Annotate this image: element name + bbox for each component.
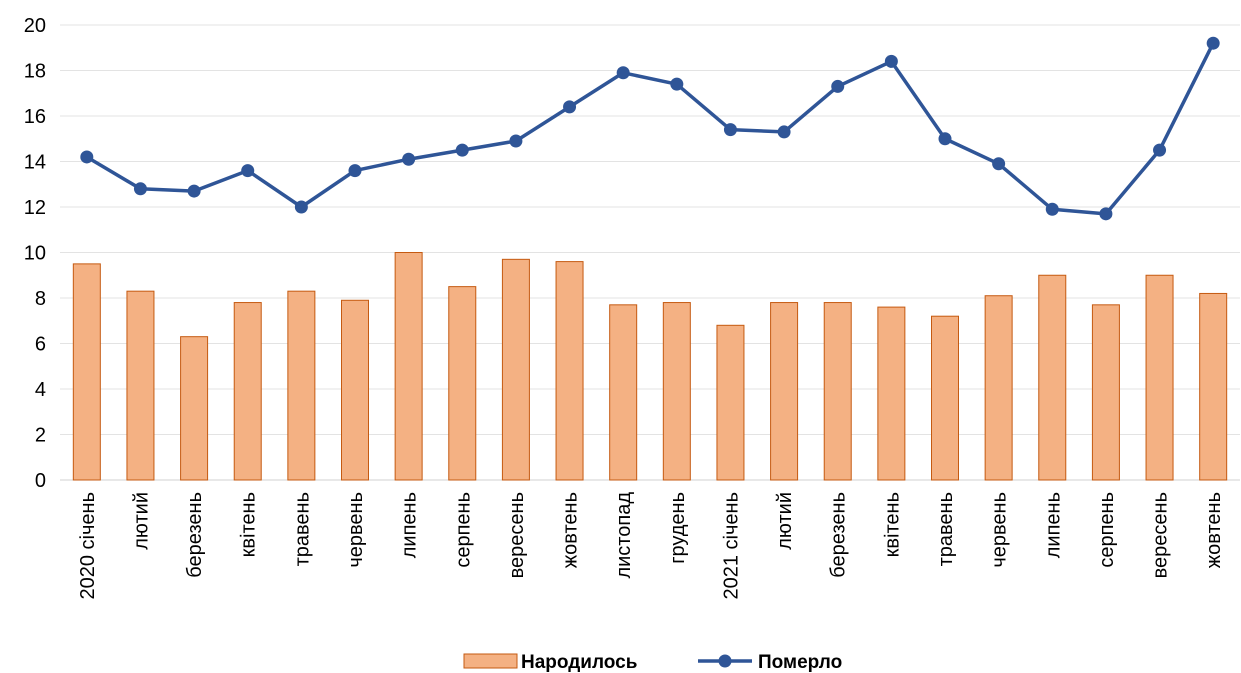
bar bbox=[984, 295, 1013, 481]
y-axis-ticks: 0 2 4 6 8 10 12 14 16 18 20 bbox=[24, 15, 46, 492]
line-point bbox=[133, 182, 147, 196]
bar bbox=[341, 299, 369, 481]
y-tick-label: 8 bbox=[35, 288, 46, 310]
bar bbox=[1091, 304, 1120, 481]
x-tick-label: 2021 січень bbox=[720, 492, 742, 600]
x-tick-label: лютий bbox=[130, 492, 152, 550]
line-point bbox=[80, 150, 94, 164]
line-point bbox=[1099, 207, 1113, 221]
bar bbox=[501, 258, 530, 481]
x-tick-label: травень bbox=[291, 492, 313, 566]
y-tick-label: 20 bbox=[24, 15, 46, 37]
line-point bbox=[1206, 36, 1220, 50]
line-point bbox=[1153, 143, 1167, 157]
bar bbox=[609, 304, 638, 481]
x-tick-label: березень bbox=[184, 492, 206, 578]
legend-label-deaths: Померло bbox=[758, 652, 842, 673]
bar bbox=[72, 263, 101, 481]
x-tick-label: липень bbox=[1042, 492, 1064, 558]
bar-series bbox=[72, 252, 1228, 481]
line-point bbox=[348, 164, 362, 178]
line-point bbox=[402, 152, 416, 166]
bar bbox=[1145, 274, 1174, 481]
x-tick-label: серпень bbox=[452, 492, 474, 568]
bar bbox=[180, 336, 209, 481]
y-tick-label: 18 bbox=[24, 61, 46, 83]
x-tick-label: вересень bbox=[506, 492, 528, 578]
line-point bbox=[938, 132, 952, 146]
line-point bbox=[670, 77, 684, 91]
bar bbox=[287, 290, 316, 481]
legend: Народилось Померло bbox=[463, 652, 842, 673]
line-point bbox=[509, 134, 523, 148]
line-point bbox=[241, 164, 255, 178]
line-point bbox=[294, 200, 308, 214]
y-tick-label: 6 bbox=[35, 334, 46, 356]
x-tick-label: квітень bbox=[881, 492, 903, 557]
y-tick-label: 4 bbox=[35, 379, 46, 401]
y-tick-label: 2 bbox=[35, 425, 46, 447]
x-tick-label: червень bbox=[989, 492, 1011, 568]
bar bbox=[931, 315, 959, 481]
bar bbox=[448, 286, 477, 481]
x-tick-label: жовтень bbox=[1203, 492, 1225, 568]
x-tick-label: травень bbox=[935, 492, 957, 566]
y-tick-label: 14 bbox=[24, 152, 46, 174]
line-series bbox=[80, 36, 1220, 221]
x-tick-label: 2020 січень bbox=[77, 492, 99, 600]
bar bbox=[126, 290, 155, 481]
line-point bbox=[1045, 202, 1059, 216]
x-tick-label: лютий bbox=[774, 492, 796, 550]
line-point bbox=[723, 123, 737, 137]
legend-swatch-births bbox=[463, 653, 518, 669]
y-tick-label: 0 bbox=[35, 470, 46, 492]
bar bbox=[1199, 292, 1228, 481]
legend-swatch-deaths-marker bbox=[718, 654, 732, 668]
x-tick-label: квітень bbox=[238, 492, 260, 557]
bar bbox=[877, 306, 906, 481]
x-tick-label: грудень bbox=[667, 492, 689, 564]
bar bbox=[394, 252, 423, 481]
bar bbox=[770, 302, 799, 481]
x-tick-label: вересень bbox=[1150, 492, 1172, 578]
bar bbox=[1038, 274, 1067, 481]
x-tick-label: березень bbox=[828, 492, 850, 578]
x-tick-label: липень bbox=[399, 492, 421, 558]
y-tick-label: 10 bbox=[24, 243, 46, 265]
legend-label-births: Народилось bbox=[521, 652, 637, 673]
bar bbox=[233, 302, 262, 481]
line-point bbox=[187, 184, 201, 198]
line-point bbox=[455, 143, 469, 157]
line-point bbox=[992, 157, 1006, 171]
line-point bbox=[563, 100, 577, 114]
x-axis-ticks: 2020 січень лютий березень квітень травень че… bbox=[77, 492, 1225, 600]
bar bbox=[823, 302, 852, 481]
deaths-line bbox=[85, 42, 1215, 216]
line-point bbox=[777, 125, 791, 139]
x-tick-label: червень bbox=[345, 492, 367, 568]
line-point bbox=[831, 79, 845, 93]
bar bbox=[716, 324, 745, 481]
x-tick-label: серпень bbox=[1096, 492, 1118, 568]
line-point bbox=[616, 66, 630, 80]
line-point bbox=[884, 54, 898, 68]
y-tick-label: 12 bbox=[24, 197, 46, 219]
bar bbox=[662, 302, 691, 481]
x-tick-label: жовтень bbox=[560, 492, 582, 568]
x-tick-label: листопад bbox=[613, 492, 635, 579]
y-tick-label: 16 bbox=[24, 106, 46, 128]
bar bbox=[555, 261, 584, 481]
